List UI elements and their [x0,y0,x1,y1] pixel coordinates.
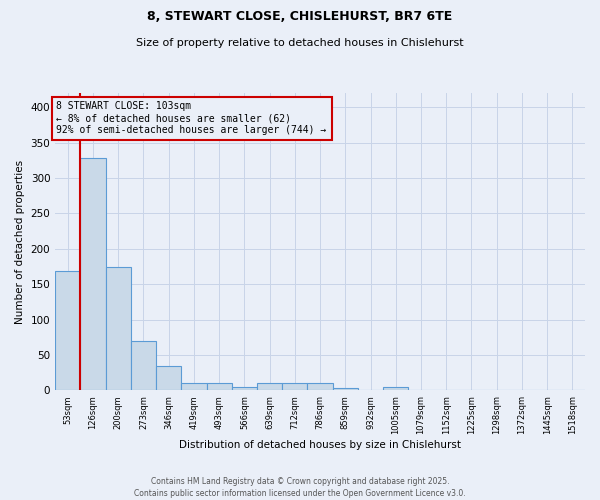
Bar [257,384,282,390]
Text: 8, STEWART CLOSE, CHISLEHURST, BR7 6TE: 8, STEWART CLOSE, CHISLEHURST, BR7 6TE [148,10,452,23]
Bar [232,387,257,390]
Text: Contains HM Land Registry data © Crown copyright and database right 2025.
Contai: Contains HM Land Registry data © Crown c… [134,476,466,498]
X-axis label: Distribution of detached houses by size in Chislehurst: Distribution of detached houses by size … [179,440,461,450]
Bar [307,384,332,390]
Bar [80,158,106,390]
Bar [55,272,80,390]
Text: 8 STEWART CLOSE: 103sqm
← 8% of detached houses are smaller (62)
92% of semi-det: 8 STEWART CLOSE: 103sqm ← 8% of detached… [56,102,326,134]
Bar [332,388,358,390]
Y-axis label: Number of detached properties: Number of detached properties [15,160,25,324]
Bar [181,384,206,390]
Bar [206,384,232,390]
Bar [282,384,307,390]
Text: Size of property relative to detached houses in Chislehurst: Size of property relative to detached ho… [136,38,464,48]
Bar [131,341,156,390]
Bar [106,266,131,390]
Bar [156,366,181,390]
Bar [383,387,409,390]
